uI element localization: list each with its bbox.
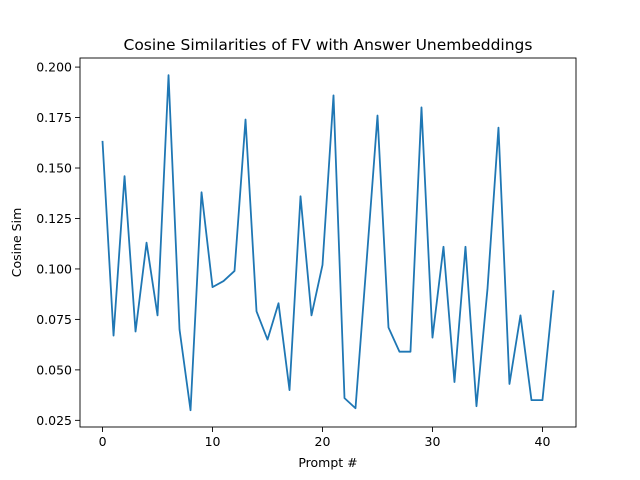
y-tick-label: 0.150 <box>36 161 72 176</box>
data-point <box>101 140 104 143</box>
data-point <box>442 245 445 248</box>
data-point <box>387 326 390 329</box>
data-point <box>178 328 181 331</box>
data-point <box>376 114 379 117</box>
data-point <box>266 338 269 341</box>
y-tick-label: 0.025 <box>36 413 72 428</box>
data-point <box>244 118 247 121</box>
axes-frame <box>79 57 577 428</box>
data-point <box>167 74 170 77</box>
data-point <box>112 334 115 337</box>
y-tick-label: 0.050 <box>36 362 72 377</box>
data-point <box>310 314 313 317</box>
data-point <box>475 405 478 408</box>
y-tick-label: 0.175 <box>36 110 72 125</box>
data-point <box>277 302 280 305</box>
data-point <box>365 261 368 264</box>
data-point <box>211 286 214 289</box>
data-point <box>420 106 423 109</box>
data-point <box>321 263 324 266</box>
data-point <box>552 290 555 293</box>
x-tick-label: 40 <box>535 434 551 449</box>
data-point <box>409 350 412 353</box>
data-point <box>398 350 401 353</box>
data-point <box>431 336 434 339</box>
data-point <box>519 314 522 317</box>
data-point <box>497 126 500 129</box>
chart-title: Cosine Similarities of FV with Answer Un… <box>124 36 533 54</box>
y-axis: 0.025 0.050 0.075 0.100 0.125 0.150 0.175 0.200 <box>36 60 80 428</box>
y-tick-label: 0.125 <box>36 211 72 226</box>
data-point <box>453 380 456 383</box>
y-tick-label: 0.200 <box>36 60 72 75</box>
y-axis-label: Cosine Sim <box>9 208 24 278</box>
x-axis: 0 10 20 30 40 <box>99 427 551 449</box>
data-point <box>255 310 258 313</box>
x-tick-label: 20 <box>315 434 331 449</box>
plot-area <box>101 74 555 412</box>
data-point <box>134 330 137 333</box>
data-point <box>222 280 225 283</box>
data-point <box>486 288 489 291</box>
x-tick-label: 10 <box>205 434 221 449</box>
data-point <box>464 245 467 248</box>
data-point <box>123 175 126 178</box>
y-tick-label: 0.100 <box>36 261 72 276</box>
data-point <box>145 241 148 244</box>
data-point <box>189 409 192 412</box>
data-point <box>288 389 291 392</box>
y-tick-label: 0.075 <box>36 312 72 327</box>
data-point <box>508 383 511 386</box>
x-axis-label: Prompt # <box>298 455 357 470</box>
data-point <box>530 399 533 402</box>
x-tick-label: 0 <box>99 434 107 449</box>
data-point <box>354 407 357 410</box>
x-tick-label: 30 <box>425 434 441 449</box>
data-point <box>299 195 302 198</box>
data-point <box>541 399 544 402</box>
data-point <box>200 191 203 194</box>
data-point <box>156 314 159 317</box>
data-point <box>332 94 335 97</box>
data-point <box>233 269 236 272</box>
data-point <box>343 397 346 400</box>
series-line <box>101 74 555 412</box>
